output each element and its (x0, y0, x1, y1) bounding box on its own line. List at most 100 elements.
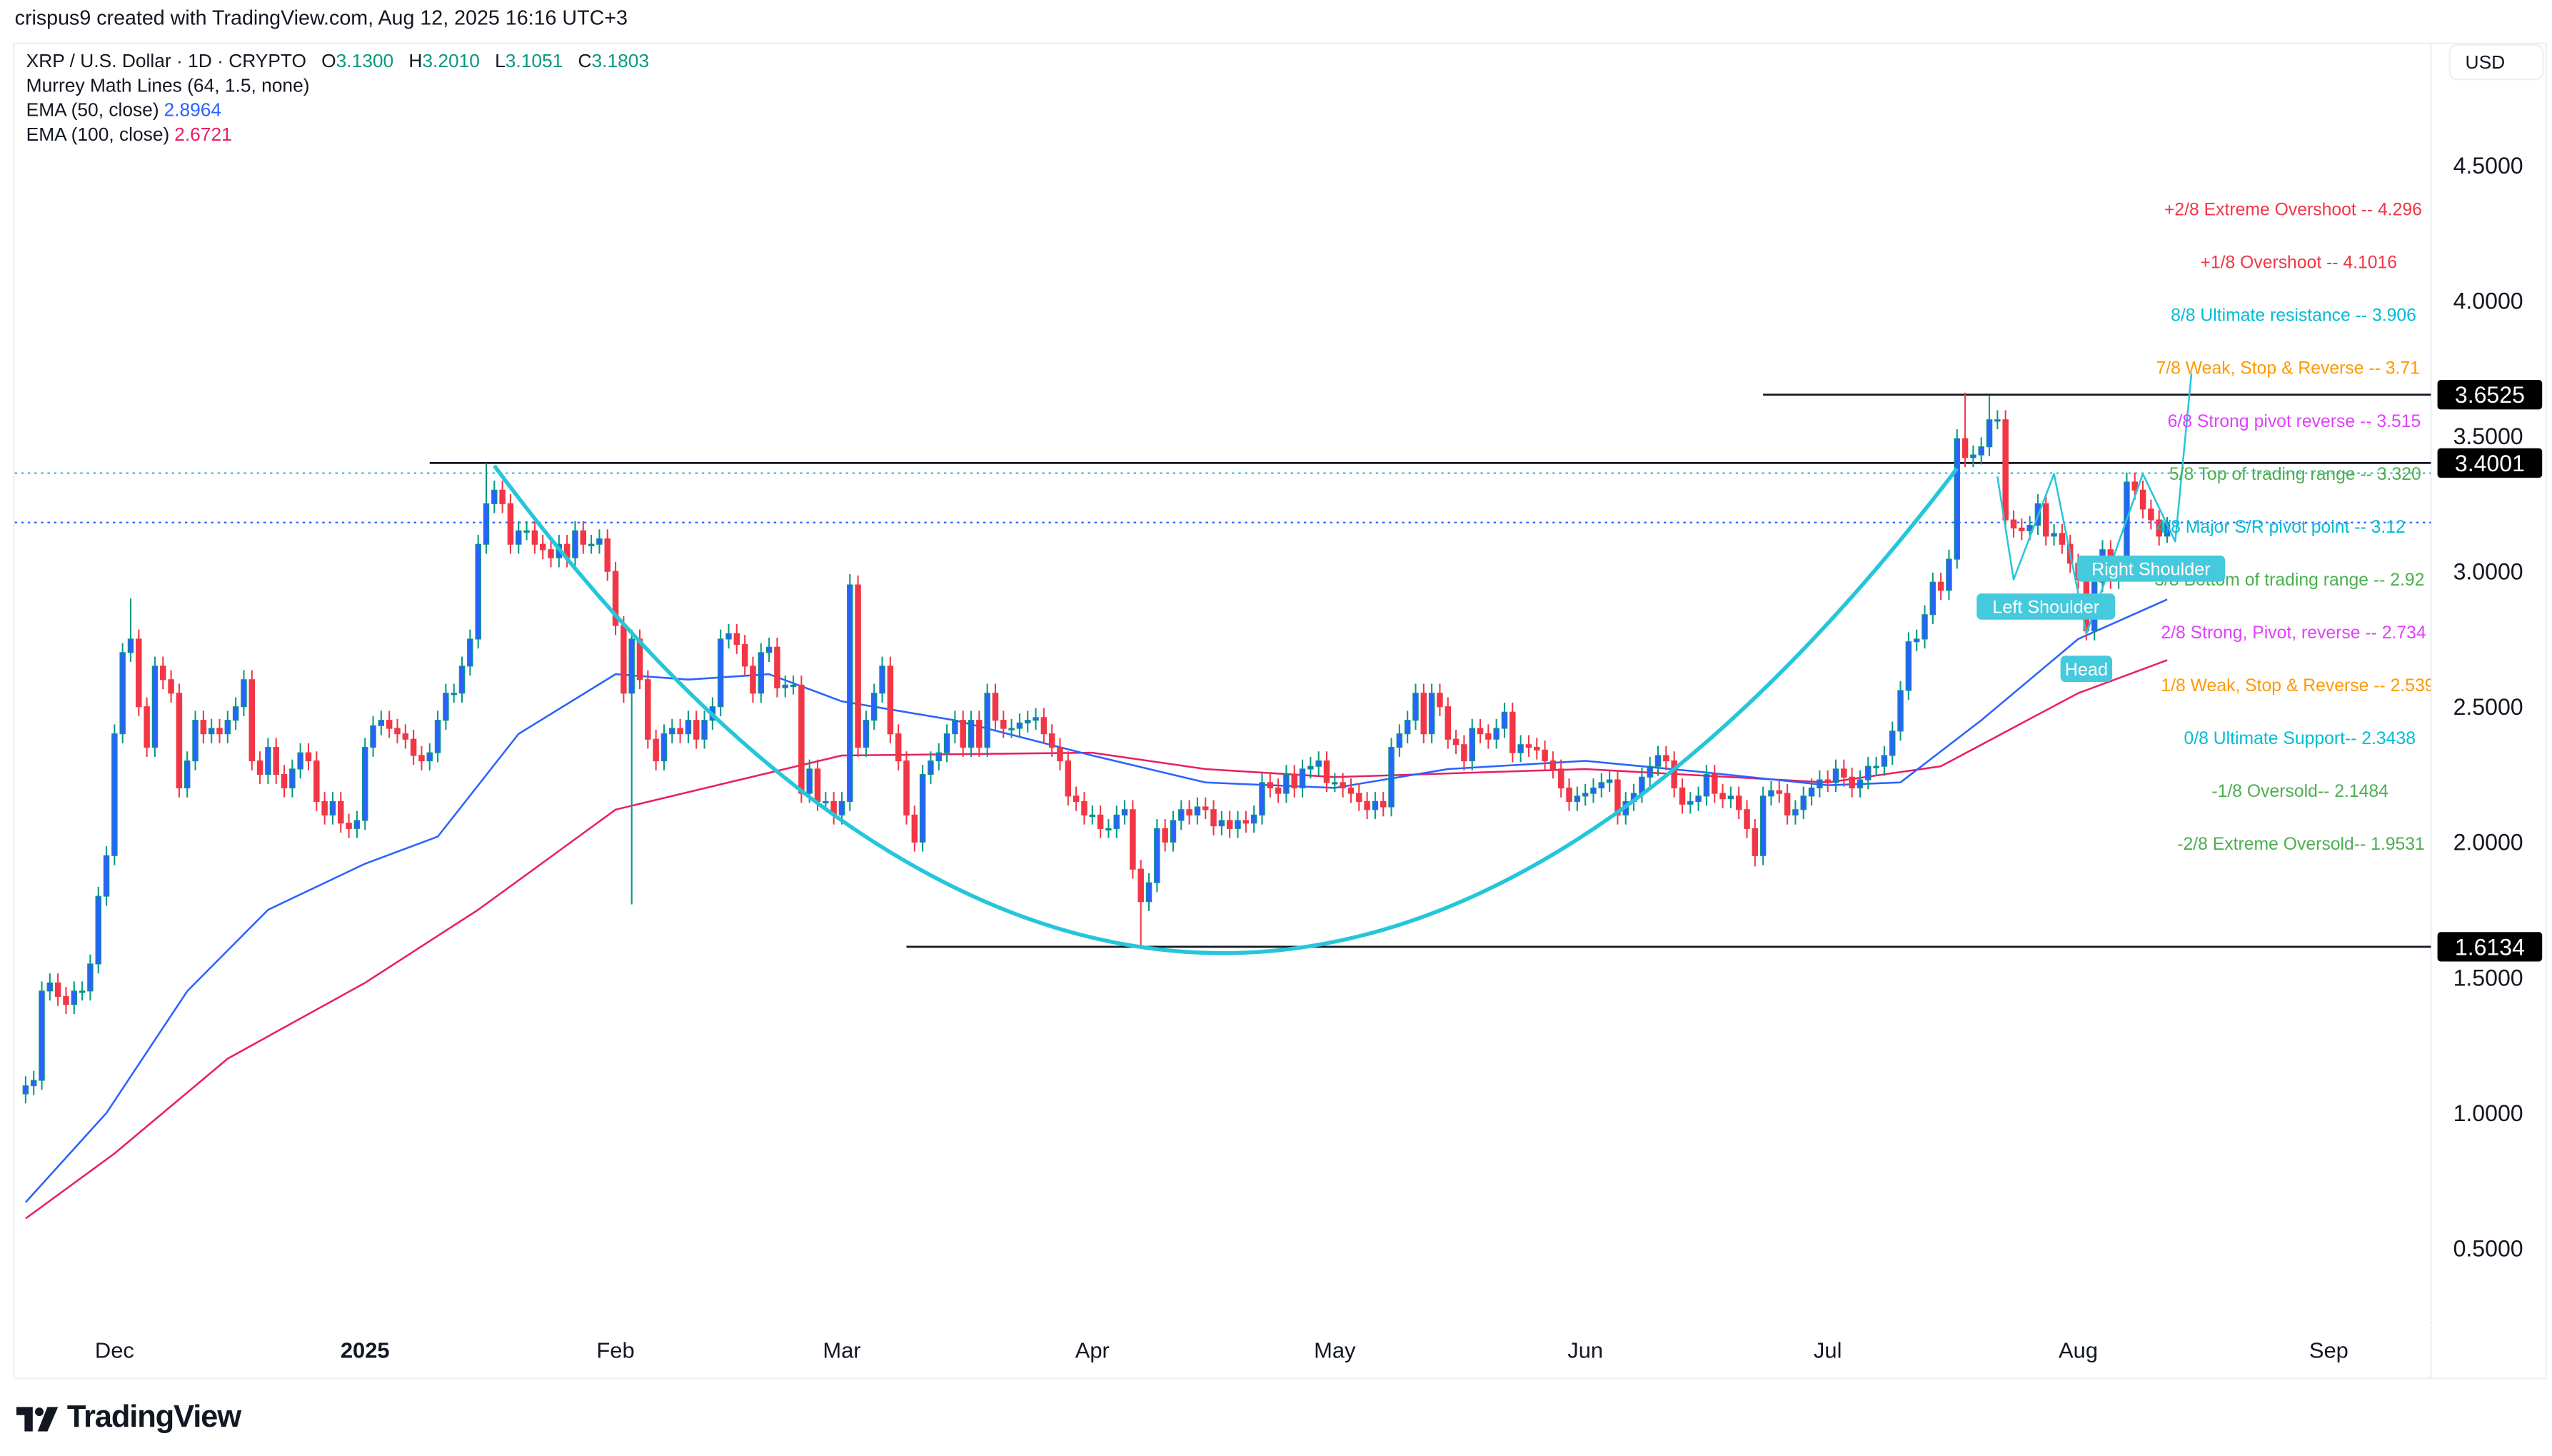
candle-body (1557, 768, 1564, 789)
candle-body (1437, 693, 1443, 708)
candle (1000, 711, 1007, 738)
candle-body (1727, 795, 1734, 800)
candle-body (361, 747, 368, 821)
price-tag-label: 1.6134 (2455, 934, 2525, 960)
candle (1889, 721, 1896, 765)
candle-body (741, 643, 748, 667)
candle (168, 670, 174, 703)
price-axis[interactable]: 4.5000 4.0000 3.5000 3.0000 2.5000 2.0000 1.50… (2437, 153, 2543, 1262)
candle (1113, 805, 1120, 838)
legend-ema100-row[interactable]: EMA (100, close) 2.6721 (26, 124, 649, 149)
candle-body (2131, 481, 2138, 491)
chart-pane[interactable] (13, 42, 2548, 1380)
candle (1016, 713, 1023, 738)
candle-body (1461, 744, 1467, 762)
candle (572, 521, 578, 568)
candle-body (1590, 787, 1597, 794)
legend-murrey-row[interactable]: Murrey Math Lines (64, 1.5, none) (26, 75, 649, 99)
candle-body (765, 646, 773, 653)
time-tick-label: Jun (1567, 1338, 1603, 1363)
candle-body (1396, 733, 1403, 748)
candle-body (248, 679, 256, 762)
murrey-level-label: 5/8 Top of trading range -- 3.320 (2169, 465, 2421, 484)
candle-body (22, 1085, 29, 1095)
candle (750, 656, 756, 703)
chart-legend: XRP / U.S. Dollar · 1D · CRYPTO O3.1300 … (26, 51, 649, 149)
candle-body (1154, 828, 1160, 883)
candle (1040, 708, 1048, 743)
ema50-value: 2.8964 (164, 101, 222, 121)
candle-body (1065, 760, 1072, 797)
candle-body (136, 638, 142, 708)
candle (1849, 768, 1855, 798)
candle-body (1654, 755, 1662, 767)
ohlc-high: H3.2010 (408, 52, 480, 71)
candle (895, 724, 902, 770)
cup-curve-drawing (493, 464, 1959, 955)
candle-body (1072, 795, 1080, 802)
price-tag-bg (2437, 380, 2543, 410)
candle-body (782, 684, 788, 688)
candle (151, 656, 159, 757)
ohlc-open: O3.1300 (321, 52, 393, 71)
candle (1178, 800, 1185, 830)
candle (402, 724, 409, 749)
candle (531, 521, 538, 554)
candle-body (176, 693, 183, 789)
candle-body (1105, 828, 1112, 830)
currency-button[interactable]: USD (2448, 44, 2544, 81)
candle (208, 718, 215, 743)
candle-body (1130, 809, 1136, 870)
candle (1703, 765, 1710, 806)
candle-body (653, 738, 659, 762)
candle-body (1469, 728, 1475, 762)
candle-body (750, 666, 756, 694)
candle (1347, 778, 1355, 803)
candle (103, 845, 110, 906)
legend-ema50-row[interactable]: EMA (50, close) 2.8964 (26, 100, 649, 124)
candle-body (895, 733, 902, 762)
candle-body (1986, 419, 1993, 448)
candle (386, 711, 393, 738)
candle (1235, 810, 1241, 838)
plot-area[interactable]: +2/8 Extreme Overshoot -- 4.296 +1/8 Over… (14, 201, 2435, 1220)
candle-body (1016, 722, 1023, 729)
time-axis[interactable]: Dec 2025 Feb Mar Apr May Jun Jul Aug Sep (95, 1338, 2348, 1363)
candle (1283, 765, 1290, 803)
candle-body (289, 768, 296, 789)
candle-body (1913, 638, 1920, 643)
murrey-level-label: -1/8 Oversold-- 2.1484 (2211, 782, 2388, 801)
candle (1937, 573, 1944, 600)
candle (361, 738, 368, 830)
candle (1542, 740, 1548, 770)
candle-body (1275, 787, 1282, 794)
candle-body (2010, 519, 2017, 529)
candle-body (1703, 773, 1710, 797)
candle (2059, 523, 2066, 554)
candle-body (1598, 782, 1605, 789)
candle (1534, 738, 1540, 760)
candle (984, 683, 990, 757)
legend-symbol-row[interactable]: XRP / U.S. Dollar · 1D · CRYPTO O3.1300 … (26, 51, 649, 75)
candle (1388, 738, 1395, 817)
candle (248, 670, 256, 770)
candle-body (1057, 747, 1063, 762)
candle-body (1824, 779, 1831, 783)
murrey-level-label: 2/8 Strong, Pivot, reverse -- 2.734 (2161, 623, 2426, 643)
time-tick-label: May (1314, 1338, 1356, 1363)
candle-body (281, 773, 288, 789)
candle-body (516, 530, 522, 545)
candle-body (418, 755, 425, 762)
price-tag-label: 3.6525 (2455, 382, 2525, 408)
candle (717, 629, 724, 716)
attribution-text: crispus9 created with TradingView.com, A… (14, 6, 628, 30)
candle-body (887, 666, 894, 735)
candle-body (1614, 779, 1621, 815)
time-tick-label: Dec (95, 1338, 134, 1363)
candle (200, 711, 207, 743)
ohlc-close: C3.1803 (578, 52, 649, 71)
candle-body (1857, 779, 1864, 789)
candle (1202, 797, 1209, 820)
candle (1897, 681, 1904, 741)
